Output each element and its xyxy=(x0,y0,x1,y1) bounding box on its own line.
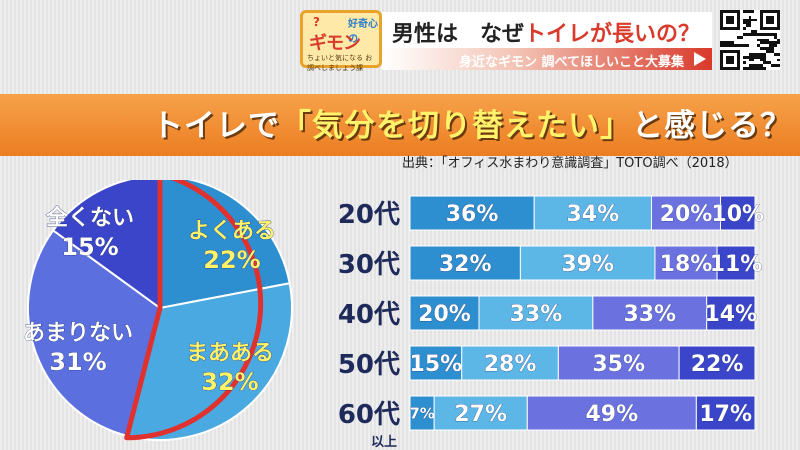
bar-segment xyxy=(654,245,718,281)
bar-segment xyxy=(706,295,756,331)
arrow-right-icon xyxy=(694,52,706,66)
headline-text: 男性は なぜトイレが長いの？ xyxy=(392,16,700,48)
bar-segment xyxy=(557,345,680,381)
pie-slice-zenkunai xyxy=(51,180,161,310)
pie-value-maaaru: 32% xyxy=(201,368,258,396)
bar-value-label: 18% xyxy=(660,252,713,277)
bar-value-label: 36% xyxy=(446,202,499,227)
bar-value-label: 34% xyxy=(567,202,620,227)
pie-value-yokuaru: 22% xyxy=(203,246,260,274)
bar-value-label: 33% xyxy=(510,302,563,327)
headline-part-b: トイレが長いの？ xyxy=(524,22,701,47)
pie-slice-amarinai xyxy=(27,229,162,438)
bar-segment xyxy=(678,345,756,381)
bar-segment xyxy=(409,245,521,281)
bar-category-note: 以上 xyxy=(371,435,397,450)
subline-bar: 身近なギモン 調べてほしいこと大募集 xyxy=(382,48,712,70)
pie-label-amarinai: あまりない xyxy=(23,321,133,346)
pie-label-zenkunai: 全くない xyxy=(45,205,134,231)
headline-box: 男性は なぜトイレが長いの？ xyxy=(382,12,712,48)
headline-part-a: 男性は なぜ xyxy=(392,22,525,47)
bar-category-label: 60代 xyxy=(338,400,400,430)
bar-segment xyxy=(519,245,656,281)
bar-value-label: 7% xyxy=(409,404,434,422)
bar-value-label: 14% xyxy=(705,302,758,327)
bar-value-label: 20% xyxy=(660,202,713,227)
bar-value-label: 33% xyxy=(623,302,676,327)
bar-value-label: 11% xyxy=(710,252,763,277)
pie-value-zenkunai: 15% xyxy=(61,233,118,261)
banner-title-a: トイレで xyxy=(152,108,280,144)
bar-value-label: 27% xyxy=(454,402,507,427)
bar-segment xyxy=(461,345,559,381)
bar-segment xyxy=(433,395,528,431)
bar-value-label: 28% xyxy=(484,352,537,377)
bar-segment xyxy=(720,195,756,231)
bar-category-label: 30代 xyxy=(338,250,400,280)
bar-value-label: 22% xyxy=(691,352,744,377)
bar-segment xyxy=(478,295,594,331)
bar-value-label: 17% xyxy=(699,402,752,427)
bar-value-label: 15% xyxy=(410,352,463,377)
bar-value-label: 20% xyxy=(418,302,471,327)
bar-segment xyxy=(695,395,756,431)
question-banner xyxy=(0,94,800,156)
bar-value-label: 39% xyxy=(561,252,614,277)
pie-label-maaaru: まあある xyxy=(186,341,274,366)
banner-title-c: と感じる？ xyxy=(632,108,792,144)
bar-value-label: 35% xyxy=(592,352,645,377)
bar-segment xyxy=(592,295,708,331)
pie-highlight-outline xyxy=(124,180,264,441)
pie-slice-maaaru xyxy=(125,282,293,441)
banner-title: トイレで「気分を切り替えたい」と感じる？ xyxy=(152,100,792,145)
bar-value-label: 49% xyxy=(585,402,638,427)
subline-text: 身近なギモン 調べてほしいこと大募集 xyxy=(458,55,684,70)
show-logo: ? 好奇心の ギモン ちょいと気になる お調べしましょう課 xyxy=(300,10,382,72)
pie-value-amarinai: 31% xyxy=(49,348,106,376)
logo-title: ギモン xyxy=(309,33,361,54)
logo-question-mark: ? xyxy=(313,15,320,29)
bar-segment xyxy=(716,245,756,281)
banner-title-b: 「気分を切り替えたい」 xyxy=(280,108,632,144)
bar-category-label: 40代 xyxy=(338,300,400,330)
bar-value-label: 32% xyxy=(439,252,492,277)
qr-code-icon xyxy=(720,10,780,70)
logo-subtitle: ちょいと気になる お調べしましょう課 xyxy=(307,54,373,72)
stacked-bar-chart: 20代 36% 34% 20% 10%30代 32% 39% 18%11%40代 20% 33% 3… xyxy=(338,195,764,450)
bar-category-label: 20代 xyxy=(338,200,400,230)
pie-label-yokuaru: よくある xyxy=(188,219,276,244)
bar-segment xyxy=(409,345,463,381)
logo-top-text: 好奇心の xyxy=(348,19,378,45)
bar-value-label: 10% xyxy=(711,202,764,227)
bar-category-label: 50代 xyxy=(338,350,400,380)
source-citation: 出典：「オフィス水まわり意識調査」TOTO調べ（2018） xyxy=(402,156,738,171)
